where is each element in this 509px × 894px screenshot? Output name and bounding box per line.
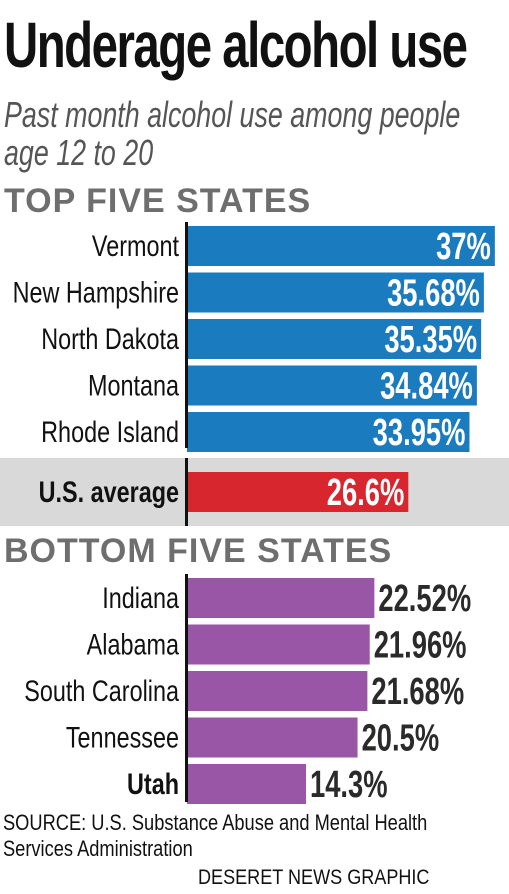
value-label: 35.68% <box>387 272 480 314</box>
bar-utah <box>187 764 306 804</box>
bar-tennessee <box>187 717 358 758</box>
chart-subtitle: Past month alcohol use among people age … <box>4 94 461 173</box>
category-label: South Carolina <box>24 674 179 707</box>
bar-south-carolina <box>187 671 368 711</box>
credit-line: DESERET NEWS GRAPHIC <box>198 866 430 889</box>
bar-north-dakota <box>187 319 482 359</box>
value-label: 14.3% <box>310 764 388 806</box>
value-label: 35.35% <box>384 319 477 361</box>
bar-vermont <box>187 226 495 266</box>
value-label: 33.95% <box>373 412 466 454</box>
bottom-five-heading: BOTTOM FIVE STATES <box>4 532 393 570</box>
bar-new-hampshire <box>187 272 484 313</box>
category-label: North Dakota <box>41 322 179 355</box>
category-label: Montana <box>88 369 179 402</box>
value-label: 20.5% <box>362 717 440 759</box>
category-label: New Hampshire <box>13 276 179 309</box>
value-label: 22.52% <box>378 578 471 620</box>
bar-montana <box>187 365 477 406</box>
category-label: Rhode Island <box>41 415 179 448</box>
bar-rhode-island <box>187 412 470 452</box>
top-five-heading: TOP FIVE STATES <box>4 182 312 220</box>
category-label: U.S. average <box>39 475 179 508</box>
axis-line <box>185 574 188 802</box>
value-label: 37% <box>436 226 491 268</box>
category-label: Utah <box>127 767 179 800</box>
category-label: Alabama <box>87 628 179 661</box>
category-label: Indiana <box>102 581 179 614</box>
chart-title: Underage alcohol use <box>4 9 468 81</box>
bar-u-s-average <box>187 472 409 512</box>
axis-line <box>185 222 188 448</box>
bar-indiana <box>187 578 375 618</box>
axis-line <box>185 458 188 526</box>
value-label: 21.96% <box>374 624 467 666</box>
value-label: 21.68% <box>371 671 464 713</box>
source-note: SOURCE: U.S. Substance Abuse and Mental … <box>3 810 428 861</box>
value-label: 26.6% <box>327 472 405 514</box>
bar-alabama <box>187 624 370 665</box>
category-label: Vermont <box>92 229 180 262</box>
category-label: Tennessee <box>66 721 179 754</box>
value-label: 34.84% <box>380 365 473 407</box>
